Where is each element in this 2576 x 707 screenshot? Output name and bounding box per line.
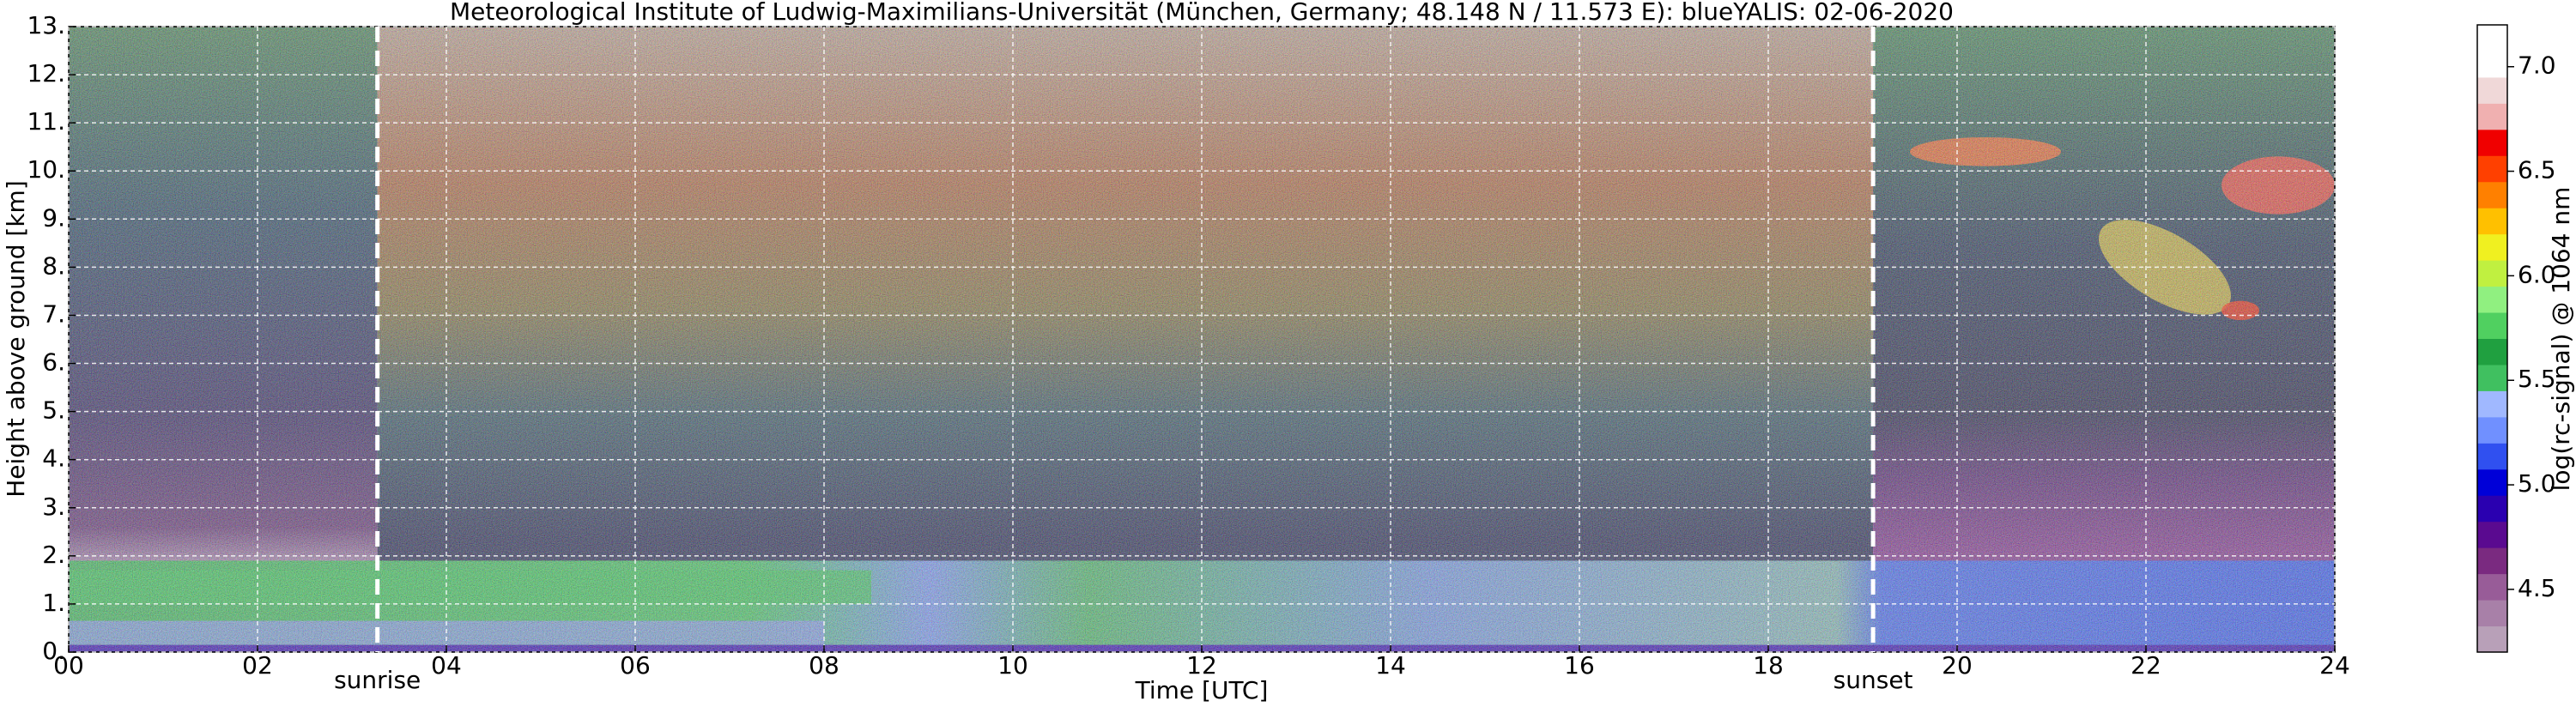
colorbar-band [2477,129,2507,156]
y-axis-label: Height above ground [km] [2,180,30,498]
colorbar-band [2477,260,2507,287]
y-tick-label: 2. [42,541,65,569]
colorbar-band [2477,25,2507,51]
colorbar-band [2477,312,2507,339]
x-tick-label: 00 [53,651,84,680]
colorbar-band [2477,155,2507,183]
colorbar-band [2477,364,2507,391]
colorbar-band [2477,600,2507,627]
colorbar-band [2477,103,2507,130]
x-tick-label: 08 [809,651,839,680]
x-tick-label: 10 [997,651,1028,680]
colorbar-band [2477,51,2507,78]
colorbar-band [2477,443,2507,470]
chart-title: Meteorological Institute of Ludwig-Maxim… [450,0,1954,26]
y-tick-label: 3. [42,492,65,521]
x-tick-label: 14 [1375,651,1406,680]
colorbar-band [2477,338,2507,366]
y-tick-label: 8. [42,251,65,280]
x-tick-label: 22 [2131,651,2161,680]
axes: 00 02 04 06 08 10 12 14 16 18 20 22 24 0. 1. 2. 3. 4. 5. 6.… [27,11,2555,694]
colorbar-band [2477,233,2507,261]
colorbar-tick-label: 5.5 [2518,365,2556,393]
y-tick-label: 12. [27,59,65,88]
colorbar-band [2477,76,2507,104]
y-tick-label: 11. [27,107,65,136]
y-tick-label: 4. [42,444,65,473]
x-tick-label: 20 [1942,651,1973,680]
colorbar-band [2477,390,2507,418]
y-tick-label: 6. [42,348,65,377]
event-label: sunrise [334,666,421,694]
colorbar-tick-label: 7.0 [2518,51,2556,80]
colorbar-band [2477,181,2507,208]
x-tick-label: 16 [1564,651,1595,680]
colorbar-band [2477,495,2507,523]
colorbar-band [2477,625,2507,653]
y-tick-label: 0. [42,637,65,665]
x-axis-label: Time [UTC] [1135,676,1269,704]
colorbar-band [2477,468,2507,496]
y-tick-label: 10. [27,155,65,184]
colorbar-tick-label: 6.0 [2518,260,2556,288]
x-tick-label: 18 [1753,651,1784,680]
colorbar-tick-label: 4.5 [2518,574,2556,602]
colorbar-band [2477,547,2507,575]
y-tick-label: 5. [42,396,65,425]
y-tick-label: 13. [27,11,65,39]
colorbar-tick-label: 5.0 [2518,469,2556,498]
x-tick-label: 04 [431,651,462,680]
colorbar-band [2477,208,2507,235]
colorbar-band [2477,286,2507,313]
event-label: sunset [1834,666,1913,694]
x-tick-label: 06 [620,651,651,680]
x-tick-label: 12 [1186,651,1217,680]
y-tick-label: 9. [42,203,65,232]
colorbar-frame [2476,24,2508,653]
colorbar-band [2477,521,2507,548]
y-tick-label: 7. [42,299,65,328]
y-tick-label: 1. [42,589,65,617]
colorbar-band [2477,416,2507,444]
x-tick-label: 24 [2319,651,2350,680]
colorbar-tick-label: 6.5 [2518,156,2556,184]
colorbar-label: log(rc-signal) @ 1064 nm [2547,187,2575,492]
colorbar-band [2477,573,2507,601]
x-tick-label: 02 [242,651,273,680]
